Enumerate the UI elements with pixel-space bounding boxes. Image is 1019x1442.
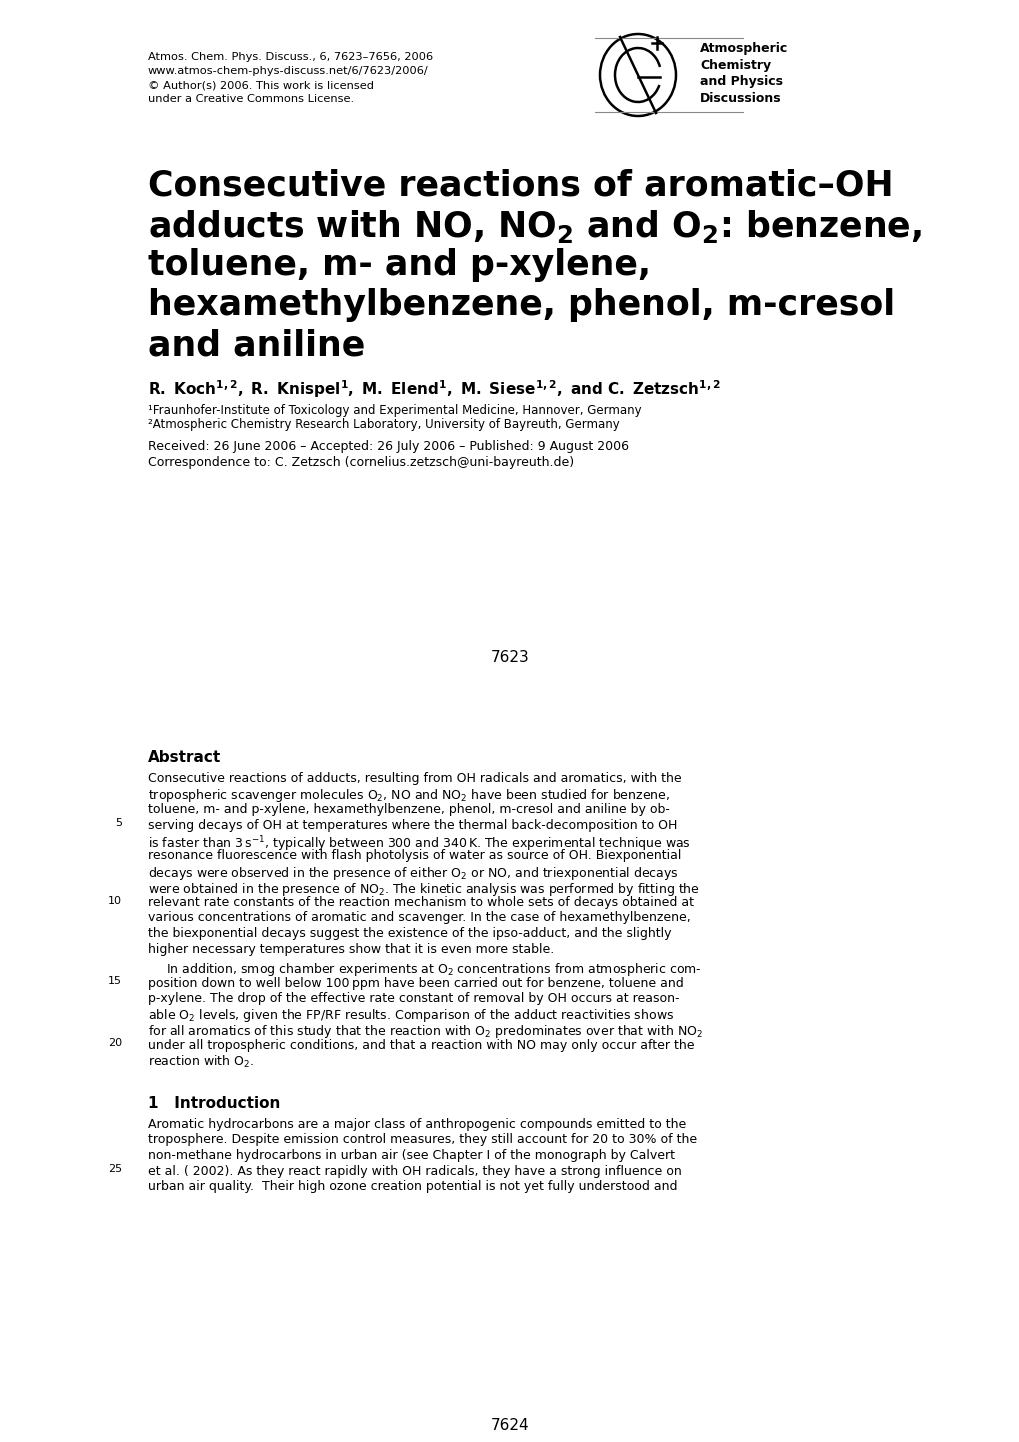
Text: Consecutive reactions of adducts, resulting from OH radicals and aromatics, with: Consecutive reactions of adducts, result… bbox=[148, 771, 681, 784]
Text: Discussions: Discussions bbox=[699, 91, 781, 104]
Text: relevant rate constants of the reaction mechanism to whole sets of decays obtain: relevant rate constants of the reaction … bbox=[148, 895, 693, 908]
Text: toluene, m- and p-xylene,: toluene, m- and p-xylene, bbox=[148, 248, 650, 283]
Text: Correspondence to: C. Zetzsch (cornelius.zetzsch@uni-bayreuth.de): Correspondence to: C. Zetzsch (cornelius… bbox=[148, 456, 574, 469]
Text: Chemistry: Chemistry bbox=[699, 59, 770, 72]
Text: various concentrations of aromatic and scavenger. In the case of hexamethylbenze: various concentrations of aromatic and s… bbox=[148, 911, 690, 924]
Text: Received: 26 June 2006 – Accepted: 26 July 2006 – Published: 9 August 2006: Received: 26 June 2006 – Accepted: 26 Ju… bbox=[148, 440, 629, 453]
Text: Atmos. Chem. Phys. Discuss., 6, 7623–7656, 2006: Atmos. Chem. Phys. Discuss., 6, 7623–765… bbox=[148, 52, 433, 62]
Text: were obtained in the presence of NO$_2$. The kinetic analysis was performed by f: were obtained in the presence of NO$_2$.… bbox=[148, 881, 699, 897]
Text: 5: 5 bbox=[115, 819, 122, 829]
Text: ¹Fraunhofer-Institute of Toxicology and Experimental Medicine, Hannover, Germany: ¹Fraunhofer-Institute of Toxicology and … bbox=[148, 404, 641, 417]
Text: hexamethylbenzene, phenol, m-cresol: hexamethylbenzene, phenol, m-cresol bbox=[148, 288, 895, 322]
Text: and aniline: and aniline bbox=[148, 327, 365, 362]
Text: reaction with O$_2$.: reaction with O$_2$. bbox=[148, 1054, 254, 1070]
Text: and Physics: and Physics bbox=[699, 75, 783, 88]
Text: under a Creative Commons License.: under a Creative Commons License. bbox=[148, 94, 354, 104]
Text: Atmospheric: Atmospheric bbox=[699, 42, 788, 55]
Text: Consecutive reactions of aromatic–OH: Consecutive reactions of aromatic–OH bbox=[148, 169, 893, 202]
Text: resonance fluorescence with flash photolysis of water as source of OH. Biexponen: resonance fluorescence with flash photol… bbox=[148, 849, 681, 862]
Text: able O$_2$ levels, given the FP/RF results. Comparison of the adduct reactivitie: able O$_2$ levels, given the FP/RF resul… bbox=[148, 1008, 674, 1024]
Text: 20: 20 bbox=[108, 1038, 122, 1048]
Text: for all aromatics of this study that the reaction with O$_2$ predominates over t: for all aromatics of this study that the… bbox=[148, 1022, 702, 1040]
Text: 15: 15 bbox=[108, 976, 122, 986]
Text: www.atmos-chem-phys-discuss.net/6/7623/2006/: www.atmos-chem-phys-discuss.net/6/7623/2… bbox=[148, 66, 428, 76]
Text: serving decays of OH at temperatures where the thermal back-decomposition to OH: serving decays of OH at temperatures whe… bbox=[148, 819, 677, 832]
Text: ²Atmospheric Chemistry Research Laboratory, University of Bayreuth, Germany: ²Atmospheric Chemistry Research Laborato… bbox=[148, 418, 620, 431]
Text: troposphere. Despite emission control measures, they still account for 20 to 30%: troposphere. Despite emission control me… bbox=[148, 1133, 696, 1146]
Text: 10: 10 bbox=[108, 895, 122, 906]
Text: 25: 25 bbox=[108, 1165, 122, 1174]
Text: under all tropospheric conditions, and that a reaction with NO may only occur af: under all tropospheric conditions, and t… bbox=[148, 1038, 694, 1051]
Text: toluene, m- and p-xylene, hexamethylbenzene, phenol, m-cresol and aniline by ob-: toluene, m- and p-xylene, hexamethylbenz… bbox=[148, 803, 669, 816]
Text: is faster than 3$\,$s$^{-1}$, typically between 300 and 340$\,$K. The experiment: is faster than 3$\,$s$^{-1}$, typically … bbox=[148, 833, 690, 854]
Text: $\bf{R.\ Koch}^{1,2}\bf{,\ R.\ Knispel}^{1}\bf{,\ M.\ Elend}^{1}\bf{,\ M.\ Siese: $\bf{R.\ Koch}^{1,2}\bf{,\ R.\ Knispel}^… bbox=[148, 378, 720, 399]
Text: decays were observed in the presence of either O$_2$ or NO, and triexponential d: decays were observed in the presence of … bbox=[148, 865, 678, 883]
Text: non-methane hydrocarbons in urban air (see Chapter I of the monograph by Calvert: non-methane hydrocarbons in urban air (s… bbox=[148, 1149, 675, 1162]
Text: adducts with NO, $\mathbf{NO_2}$ and $\mathbf{O_2}$: benzene,: adducts with NO, $\mathbf{NO_2}$ and $\m… bbox=[148, 208, 921, 245]
Text: 7623: 7623 bbox=[490, 650, 529, 665]
Text: Aromatic hydrocarbons are a major class of anthropogenic compounds emitted to th: Aromatic hydrocarbons are a major class … bbox=[148, 1118, 686, 1131]
Text: © Author(s) 2006. This work is licensed: © Author(s) 2006. This work is licensed bbox=[148, 79, 374, 89]
Text: the biexponential decays suggest the existence of the ipso-adduct, and the sligh: the biexponential decays suggest the exi… bbox=[148, 927, 671, 940]
Text: tropospheric scavenger molecules O$_2$, NO and NO$_2$ have been studied for benz: tropospheric scavenger molecules O$_2$, … bbox=[148, 787, 669, 805]
Text: p-xylene. The drop of the effective rate constant of removal by OH occurs at rea: p-xylene. The drop of the effective rate… bbox=[148, 992, 679, 1005]
Text: urban air quality.  Their high ozone creation potential is not yet fully underst: urban air quality. Their high ozone crea… bbox=[148, 1180, 677, 1193]
Text: position down to well below 100 ppm have been carried out for benzene, toluene a: position down to well below 100 ppm have… bbox=[148, 976, 683, 989]
Text: Abstract: Abstract bbox=[148, 750, 221, 766]
Text: 1   Introduction: 1 Introduction bbox=[148, 1096, 280, 1110]
Text: higher necessary temperatures show that it is even more stable.: higher necessary temperatures show that … bbox=[148, 943, 553, 956]
Text: et al. ( 2002). As they react rapidly with OH radicals, they have a strong influ: et al. ( 2002). As they react rapidly wi… bbox=[148, 1165, 681, 1178]
Text: In addition, smog chamber experiments at O$_2$ concentrations from atmospheric c: In addition, smog chamber experiments at… bbox=[166, 960, 701, 978]
Text: 7624: 7624 bbox=[490, 1417, 529, 1433]
